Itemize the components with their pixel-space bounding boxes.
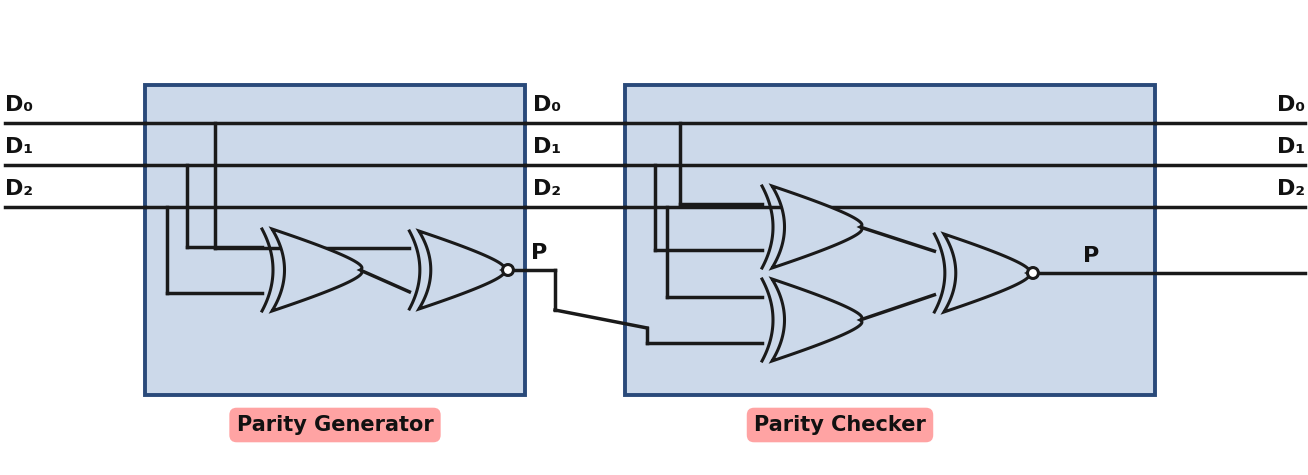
Circle shape (1028, 267, 1039, 278)
Text: D₀: D₀ (1277, 95, 1305, 115)
Text: Parity Generator: Parity Generator (237, 415, 433, 435)
Text: D₂: D₂ (1277, 179, 1305, 199)
Text: Parity Checker: Parity Checker (755, 415, 926, 435)
Polygon shape (772, 186, 862, 268)
Text: D₁: D₁ (1277, 137, 1305, 157)
FancyBboxPatch shape (625, 85, 1155, 395)
Text: D₀: D₀ (5, 95, 33, 115)
Polygon shape (772, 279, 862, 361)
Text: P: P (531, 243, 548, 263)
Text: D₂: D₂ (5, 179, 33, 199)
Text: D₁: D₁ (532, 137, 561, 157)
Polygon shape (272, 229, 362, 311)
Circle shape (502, 265, 514, 276)
FancyBboxPatch shape (145, 85, 525, 395)
Text: D₁: D₁ (5, 137, 33, 157)
Polygon shape (944, 234, 1029, 312)
Polygon shape (419, 231, 505, 309)
Text: P: P (1083, 246, 1100, 266)
Text: D₀: D₀ (532, 95, 561, 115)
Text: D₂: D₂ (532, 179, 561, 199)
